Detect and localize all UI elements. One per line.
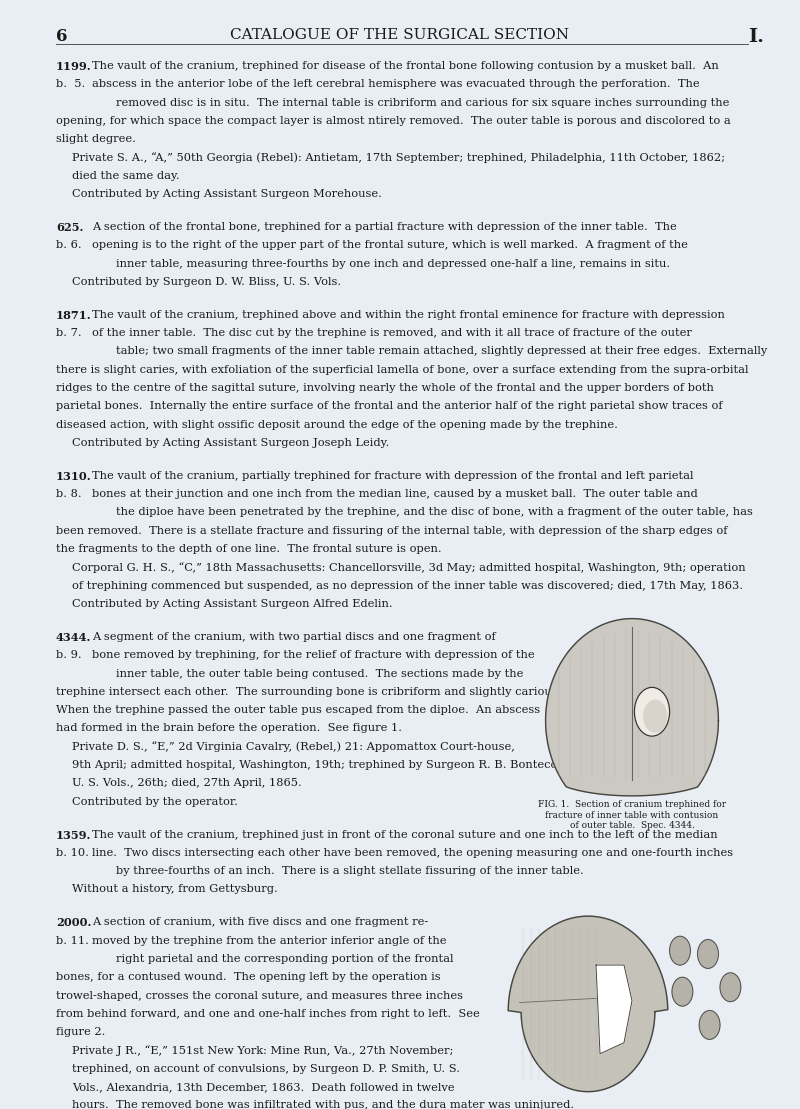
Text: moved by the trephine from the anterior inferior angle of the: moved by the trephine from the anterior … <box>92 936 446 946</box>
Text: figure 2.: figure 2. <box>56 1027 106 1037</box>
Circle shape <box>634 688 670 736</box>
Text: Contributed by Acting Assistant Surgeon Joseph Leidy.: Contributed by Acting Assistant Surgeon … <box>72 438 390 448</box>
Text: b. 9.: b. 9. <box>56 650 82 660</box>
Text: b. 6.: b. 6. <box>56 241 82 251</box>
Text: CATALOGUE OF THE SURGICAL SECTION: CATALOGUE OF THE SURGICAL SECTION <box>230 28 570 42</box>
Polygon shape <box>508 916 668 1091</box>
Text: diseased action, with slight ossific deposit around the edge of the opening made: diseased action, with slight ossific dep… <box>56 419 618 429</box>
Text: the diploe have been penetrated by the trephine, and the disc of bone, with a fr: the diploe have been penetrated by the t… <box>116 508 753 518</box>
Text: bones at their junction and one inch from the median line, caused by a musket ba: bones at their junction and one inch fro… <box>92 489 698 499</box>
Circle shape <box>670 936 690 965</box>
Text: trowel-shaped, crosses the coronal suture, and measures three inches: trowel-shaped, crosses the coronal sutur… <box>56 990 463 1000</box>
Text: Private D. S., “E,” 2d Virginia Cavalry, (Rebel,) 21: Appomattox Court-house,: Private D. S., “E,” 2d Virginia Cavalry,… <box>72 742 515 753</box>
Text: the fragments to the depth of one line.  The frontal suture is open.: the fragments to the depth of one line. … <box>56 545 442 554</box>
Text: 9th April; admitted hospital, Washington, 19th; trephined by Surgeon R. B. Bonte: 9th April; admitted hospital, Washington… <box>72 760 568 770</box>
Text: Vols., Alexandria, 13th December, 1863.  Death followed in twelve: Vols., Alexandria, 13th December, 1863. … <box>72 1082 454 1092</box>
Text: Contributed by Acting Assistant Surgeon Morehouse.: Contributed by Acting Assistant Surgeon … <box>72 189 382 200</box>
Text: A section of cranium, with five discs and one fragment re-: A section of cranium, with five discs an… <box>92 917 428 927</box>
Text: b. 10.: b. 10. <box>56 847 89 858</box>
Text: 625.: 625. <box>56 222 83 233</box>
Circle shape <box>644 700 666 732</box>
Circle shape <box>720 973 741 1001</box>
Text: The vault of the cranium, trephined for disease of the frontal bone following co: The vault of the cranium, trephined for … <box>92 61 718 71</box>
Text: inner table, the outer table being contused.  The sections made by the: inner table, the outer table being contu… <box>116 669 523 679</box>
Text: I.: I. <box>748 28 764 45</box>
Text: 1359.: 1359. <box>56 830 91 841</box>
Text: died the same day.: died the same day. <box>72 171 180 181</box>
Text: A section of the frontal bone, trephined for a partial fracture with depression : A section of the frontal bone, trephined… <box>92 222 677 232</box>
Text: removed disc is in situ.  The internal table is cribriform and carious for six s: removed disc is in situ. The internal ta… <box>116 98 730 108</box>
Text: opening, for which space the compact layer is almost ntirely removed.  The outer: opening, for which space the compact lay… <box>56 116 730 126</box>
Text: Without a history, from Gettysburg.: Without a history, from Gettysburg. <box>72 884 278 895</box>
Text: b. 7.: b. 7. <box>56 328 82 338</box>
Text: abscess in the anterior lobe of the left cerebral hemisphere was evacuated throu: abscess in the anterior lobe of the left… <box>92 80 700 90</box>
Text: of the inner table.  The disc cut by the trephine is removed, and with it all tr: of the inner table. The disc cut by the … <box>92 328 692 338</box>
Text: trephined, on account of convulsions, by Surgeon D. P. Smith, U. S.: trephined, on account of convulsions, by… <box>72 1064 460 1074</box>
Circle shape <box>699 1010 720 1039</box>
Polygon shape <box>546 619 718 796</box>
Text: FIG. 1.  Section of cranium trephined for
fracture of inner table with contusion: FIG. 1. Section of cranium trephined for… <box>538 801 726 830</box>
Text: Contributed by Acting Assistant Surgeon Alfred Edelin.: Contributed by Acting Assistant Surgeon … <box>72 599 393 609</box>
Text: Contributed by the operator.: Contributed by the operator. <box>72 796 238 806</box>
Text: line.  Two discs intersecting each other have been removed, the opening measurin: line. Two discs intersecting each other … <box>92 847 733 858</box>
Text: been removed.  There is a stellate fracture and fissuring of the internal table,: been removed. There is a stellate fractu… <box>56 526 727 536</box>
Text: When the trephine passed the outer table pus escaped from the diploe.  An absces: When the trephine passed the outer table… <box>56 705 540 715</box>
Circle shape <box>698 939 718 968</box>
Text: The vault of the cranium, trephined above and within the right frontal eminence : The vault of the cranium, trephined abov… <box>92 309 725 319</box>
Text: Contributed by Surgeon D. W. Bliss, U. S. Vols.: Contributed by Surgeon D. W. Bliss, U. S… <box>72 277 341 287</box>
Text: 1199.: 1199. <box>56 61 92 72</box>
Text: trephine intersect each other.  The surrounding bone is cribriform and slightly : trephine intersect each other. The surro… <box>56 686 562 696</box>
Text: Private S. A., “A,” 50th Georgia (Rebel): Antietam, 17th September; trephined, P: Private S. A., “A,” 50th Georgia (Rebel)… <box>72 152 725 163</box>
Text: 4344.: 4344. <box>56 632 91 643</box>
Text: hours.  The removed bone was infiltrated with pus, and the dura mater was uninju: hours. The removed bone was infiltrated … <box>72 1100 574 1109</box>
Text: slight degree.: slight degree. <box>56 134 136 144</box>
Text: from behind forward, and one and one-half inches from right to left.  See: from behind forward, and one and one-hal… <box>56 1009 480 1019</box>
Text: 6: 6 <box>56 28 67 44</box>
Text: there is slight caries, with exfoliation of the superficial lamella of bone, ove: there is slight caries, with exfoliation… <box>56 365 749 375</box>
Text: parietal bones.  Internally the entire surface of the frontal and the anterior h: parietal bones. Internally the entire su… <box>56 401 722 411</box>
Text: Corporal G. H. S., “C,” 18th Massachusetts: Chancellorsville, 3d May; admitted h: Corporal G. H. S., “C,” 18th Massachuset… <box>72 562 746 573</box>
Text: bone removed by trephining, for the relief of fracture with depression of the: bone removed by trephining, for the reli… <box>92 650 534 660</box>
Text: opening is to the right of the upper part of the frontal suture, which is well m: opening is to the right of the upper par… <box>92 241 688 251</box>
Text: b. 8.: b. 8. <box>56 489 82 499</box>
Text: 1871.: 1871. <box>56 309 92 321</box>
Text: b.  5.: b. 5. <box>56 80 86 90</box>
Text: right parietal and the corresponding portion of the frontal: right parietal and the corresponding por… <box>116 954 454 964</box>
Text: by three-fourths of an inch.  There is a slight stellate fissuring of the inner : by three-fourths of an inch. There is a … <box>116 866 584 876</box>
Text: inner table, measuring three-fourths by one inch and depressed one-half a line, : inner table, measuring three-fourths by … <box>116 258 670 268</box>
Text: U. S. Vols., 26th; died, 27th April, 1865.: U. S. Vols., 26th; died, 27th April, 186… <box>72 779 302 788</box>
Text: 2000.: 2000. <box>56 917 91 928</box>
Text: The vault of the cranium, trephined just in front of the coronal suture and one : The vault of the cranium, trephined just… <box>92 830 718 840</box>
Text: The vault of the cranium, partially trephined for fracture with depression of th: The vault of the cranium, partially trep… <box>92 471 694 481</box>
Text: bones, for a contused wound.  The opening left by the operation is: bones, for a contused wound. The opening… <box>56 973 441 983</box>
Text: table; two small fragments of the inner table remain attached, slightly depresse: table; two small fragments of the inner … <box>116 346 767 356</box>
Text: 1310.: 1310. <box>56 471 92 482</box>
Text: A segment of the cranium, with two partial discs and one fragment of: A segment of the cranium, with two parti… <box>92 632 496 642</box>
Text: Private J R., “E,” 151st New York: Mine Run, Va., 27th November;: Private J R., “E,” 151st New York: Mine … <box>72 1046 454 1056</box>
Text: ridges to the centre of the sagittal suture, involving nearly the whole of the f: ridges to the centre of the sagittal sut… <box>56 383 714 393</box>
Text: had formed in the brain before the operation.  See figure 1.: had formed in the brain before the opera… <box>56 723 402 733</box>
Polygon shape <box>596 965 632 1054</box>
Text: b. 11.: b. 11. <box>56 936 89 946</box>
Circle shape <box>672 977 693 1006</box>
Text: of trephining commenced but suspended, as no depression of the inner table was d: of trephining commenced but suspended, a… <box>72 581 743 591</box>
